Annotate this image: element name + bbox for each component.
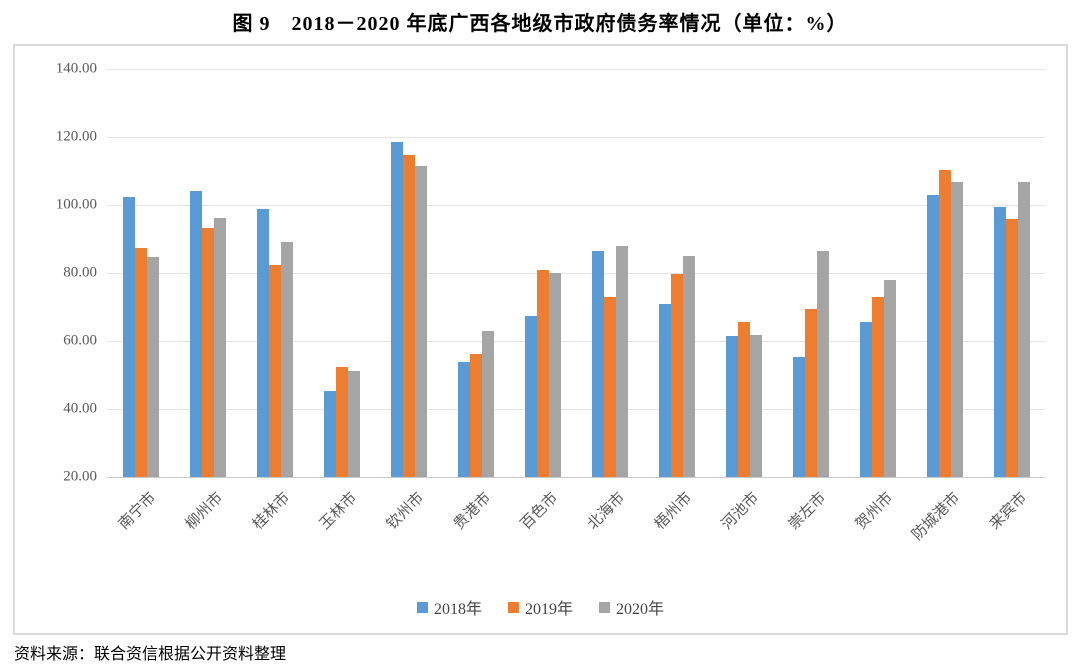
bar: [883, 280, 896, 477]
legend-item: 2018年: [416, 595, 482, 619]
bar: [615, 246, 628, 477]
bar: [603, 297, 616, 477]
bar: [1005, 219, 1018, 477]
y-axis-tick-label: 100.00: [55, 196, 97, 213]
bar: [658, 303, 671, 477]
bar: [280, 241, 293, 477]
bar: [950, 182, 963, 477]
bar: [993, 207, 1006, 477]
bar: [189, 191, 202, 477]
bar: [414, 166, 427, 477]
x-axis-category-label: 柳州市: [183, 489, 227, 533]
bar: [548, 273, 561, 477]
bar: [201, 228, 214, 477]
x-axis-category-label: 南宁市: [116, 489, 160, 533]
x-axis-category-label: 桂林市: [250, 489, 294, 533]
bar: [122, 196, 135, 477]
bar: [1017, 181, 1030, 477]
bar: [323, 391, 336, 477]
y-axis-tick-label: 40.00: [63, 400, 97, 417]
legend-swatch-icon: [599, 601, 610, 613]
x-axis-line: [107, 477, 1045, 478]
bar: [134, 247, 147, 477]
bar: [816, 250, 829, 477]
bar: [536, 269, 549, 477]
gridline: [107, 341, 1045, 342]
bar: [591, 250, 604, 477]
legend-label: 2018年: [433, 601, 482, 618]
x-axis-category-label: 来宾市: [987, 489, 1031, 533]
x-axis-category-label: 贺州市: [853, 489, 897, 533]
bar: [213, 218, 226, 477]
legend-item: 2020年: [599, 595, 664, 619]
x-axis-category-label: 北海市: [585, 489, 629, 533]
gridline: [107, 69, 1045, 70]
bar: [268, 265, 281, 477]
x-axis-category-label: 梧州市: [652, 489, 696, 533]
legend-swatch-icon: [416, 601, 428, 613]
bar: [938, 170, 951, 477]
gridline: [107, 205, 1045, 206]
gridline: [107, 273, 1045, 274]
bar: [737, 321, 750, 477]
bar: [524, 315, 537, 477]
bar: [469, 354, 482, 477]
legend-label: 2019年: [524, 601, 573, 618]
bar: [871, 297, 884, 477]
bar: [682, 256, 695, 477]
source-note: 资料来源：联合资信根据公开资料整理: [14, 646, 287, 663]
bar: [390, 142, 403, 477]
x-axis-category-label: 百色市: [518, 489, 562, 533]
bar: [457, 362, 470, 477]
legend-label: 2020年: [616, 601, 665, 618]
bar: [256, 209, 269, 477]
x-axis-category-label: 钦州市: [384, 489, 428, 533]
bar: [146, 256, 159, 477]
legend-swatch-icon: [507, 601, 519, 613]
bar: [792, 356, 805, 477]
gridline: [107, 409, 1045, 410]
y-axis-tick-label: 60.00: [63, 332, 97, 349]
bar: [749, 334, 762, 477]
bar: [804, 308, 817, 477]
y-axis-tick-label: 80.00: [63, 264, 97, 281]
y-axis-tick-label: 140.00: [55, 60, 97, 77]
x-axis-category-label: 贵港市: [451, 489, 495, 533]
bar: [670, 273, 683, 477]
bar: [859, 321, 872, 477]
y-axis-tick-label: 20.00: [63, 468, 97, 485]
bar: [402, 155, 415, 477]
legend-item: 2019年: [507, 595, 573, 619]
x-axis-category-label: 崇左市: [786, 489, 830, 533]
x-axis-category-label: 防城港市: [909, 489, 964, 544]
legend: 2018年 2019年 2020年: [15, 595, 1066, 619]
chart-plot-area: 20.00 40.00 60.00 80.00 100.00 120.00 140.00 南宁…: [13, 44, 1068, 635]
y-axis-tick-label: 120.00: [55, 128, 97, 145]
bar: [926, 194, 939, 477]
chart-title: 图 9 2018－2020 年底广西各地级市政府债务率情况（单位：%）: [232, 13, 848, 35]
x-axis-category-label: 玉林市: [317, 489, 361, 533]
x-axis-category-label: 河池市: [719, 489, 763, 533]
bar: [347, 371, 360, 477]
bar: [481, 330, 494, 477]
gridline: [107, 137, 1045, 138]
bar: [725, 336, 738, 477]
bar: [335, 367, 348, 477]
